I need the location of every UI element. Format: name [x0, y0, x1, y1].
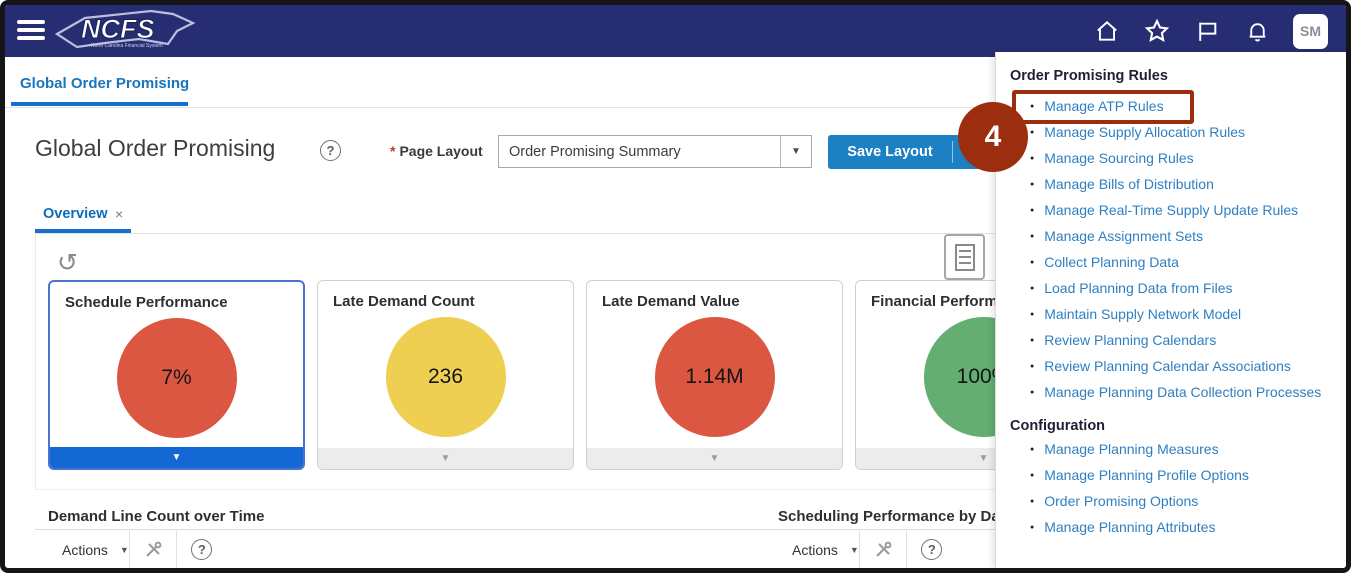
overview-panel-bottom-border	[35, 489, 995, 490]
save-layout-label: Save Layout	[847, 144, 933, 160]
section-title-scheduling-performance: Scheduling Performance by Date	[778, 508, 1014, 525]
global-header: NCFS North Carolina Financial System SM	[5, 5, 1346, 57]
infolet-schedule-performance[interactable]: Schedule Performance 7% ▼	[48, 280, 305, 470]
task-link-item: Load Planning Data from Files	[996, 275, 1346, 301]
link-load-planning-data-from-files[interactable]: Load Planning Data from Files	[1044, 280, 1233, 296]
caret-down-icon: ▼	[849, 544, 859, 555]
link-manage-real-time-supply-update-rules[interactable]: Manage Real-Time Supply Update Rules	[1044, 202, 1299, 218]
user-avatar[interactable]: SM	[1293, 13, 1328, 49]
infolet-expander[interactable]: ▼	[50, 447, 303, 468]
infolet-title: Schedule Performance	[65, 294, 228, 311]
page-layout-label: * Page Layout	[390, 143, 483, 159]
section-divider	[35, 529, 995, 530]
page-layout-value: Order Promising Summary	[509, 143, 681, 160]
task-link-item: Review Planning Calendars	[996, 327, 1346, 353]
home-icon[interactable]	[1093, 17, 1121, 45]
task-link-item: Manage Bills of Distribution	[996, 171, 1346, 197]
infolet-late-demand-count[interactable]: Late Demand Count 236 ▼	[317, 280, 574, 470]
task-link-item: Manage Planning Data Collection Processe…	[996, 379, 1346, 405]
task-link-item: Manage Assignment Sets	[996, 223, 1346, 249]
customize-tools-icon[interactable]	[860, 531, 906, 568]
overview-close-icon[interactable]: ×	[115, 206, 124, 222]
infolet-gauge: 236	[385, 317, 506, 437]
tabstrip-divider	[5, 107, 995, 108]
link-maintain-supply-network-model[interactable]: Maintain Supply Network Model	[1044, 306, 1242, 322]
task-link-item: Maintain Supply Network Model	[996, 301, 1346, 327]
logo-subtext: North Carolina Financial System	[91, 43, 163, 49]
section-help-icon[interactable]: ?	[907, 531, 957, 568]
section-title-demand-line-count: Demand Line Count over Time	[48, 508, 265, 525]
link-manage-planning-profile-options[interactable]: Manage Planning Profile Options	[1044, 467, 1249, 483]
toolbar-demand-line-count: Actions ▼ ?	[48, 531, 227, 568]
task-link-item: Collect Planning Data	[996, 249, 1346, 275]
link-manage-assignment-sets[interactable]: Manage Assignment Sets	[1044, 228, 1203, 244]
tab-global-order-promising[interactable]: Global Order Promising	[20, 75, 190, 92]
ncfs-logo: NCFS North Carolina Financial System	[51, 7, 201, 57]
notifications-bell-icon[interactable]	[1243, 17, 1271, 45]
toolbar-scheduling-performance: Actions ▼ ?	[778, 531, 957, 568]
navigator-menu-icon[interactable]	[17, 20, 45, 42]
infolet-title: Late Demand Count	[333, 293, 475, 310]
flag-announcements-icon[interactable]	[1193, 17, 1221, 45]
overview-active-indicator	[35, 229, 131, 233]
configuration-list: Manage Planning Measures Manage Planning…	[996, 436, 1346, 540]
link-manage-atp-rules[interactable]: Manage ATP Rules	[1044, 98, 1164, 114]
actions-menu-button[interactable]: Actions ▼	[62, 541, 129, 558]
overview-panel-border	[35, 233, 36, 489]
group-heading-configuration: Configuration	[1010, 418, 1106, 434]
link-manage-sourcing-rules[interactable]: Manage Sourcing Rules	[1044, 150, 1194, 166]
page-layout-select[interactable]: Order Promising Summary ▼	[498, 135, 812, 168]
order-promising-rules-list: Manage ATP Rules Manage Supply Allocatio…	[996, 93, 1346, 405]
infolet-title: Financial Performance	[871, 293, 1032, 310]
page-layout-document-icon[interactable]	[944, 234, 985, 280]
tasks-panel: Order Promising Rules Manage ATP Rules M…	[995, 52, 1346, 568]
overview-divider	[35, 233, 995, 234]
infolet-late-demand-value[interactable]: Late Demand Value 1.14M ▼	[586, 280, 843, 470]
link-manage-planning-data-collection-processes[interactable]: Manage Planning Data Collection Processe…	[1044, 384, 1322, 400]
tab-overview[interactable]: Overview	[43, 206, 108, 222]
tab-active-indicator	[11, 102, 188, 106]
link-manage-bills-of-distribution[interactable]: Manage Bills of Distribution	[1044, 176, 1214, 192]
infolet-expander[interactable]: ▼	[318, 448, 573, 469]
infolet-gauge: 7%	[116, 318, 237, 438]
annotation-step-badge: 4	[958, 102, 1028, 172]
customize-tools-icon[interactable]	[130, 531, 176, 568]
task-link-item: Manage Planning Profile Options	[996, 462, 1346, 488]
link-review-planning-calendar-associations[interactable]: Review Planning Calendar Associations	[1044, 358, 1291, 374]
task-link-item: Manage Sourcing Rules	[996, 145, 1346, 171]
page-title: Global Order Promising	[35, 135, 276, 161]
section-help-icon[interactable]: ?	[177, 531, 227, 568]
refresh-icon[interactable]: ↺	[57, 249, 78, 277]
infolet-gauge: 1.14M	[654, 317, 775, 437]
group-heading-order-promising-rules: Order Promising Rules	[1010, 68, 1168, 84]
page-help-icon[interactable]: ?	[320, 140, 341, 161]
caret-down-icon: ▼	[119, 544, 129, 555]
dropdown-arrow-icon[interactable]: ▼	[780, 136, 811, 167]
task-link-item: Manage Planning Measures	[996, 436, 1346, 462]
logo-text: NCFS	[81, 14, 155, 44]
actions-menu-button[interactable]: Actions ▼	[792, 541, 859, 558]
link-order-promising-options[interactable]: Order Promising Options	[1044, 493, 1199, 509]
task-link-item: Manage Supply Allocation Rules	[996, 119, 1346, 145]
task-link-item: Order Promising Options	[996, 488, 1346, 514]
infolet-title: Late Demand Value	[602, 293, 740, 310]
task-link-item: Manage ATP Rules	[996, 93, 1346, 119]
link-collect-planning-data[interactable]: Collect Planning Data	[1044, 254, 1179, 270]
link-manage-planning-measures[interactable]: Manage Planning Measures	[1044, 441, 1219, 457]
link-manage-planning-attributes[interactable]: Manage Planning Attributes	[1044, 519, 1216, 535]
required-marker: *	[390, 143, 396, 159]
button-divider	[952, 141, 953, 163]
infolet-expander[interactable]: ▼	[587, 448, 842, 469]
task-link-item: Manage Real-Time Supply Update Rules	[996, 197, 1346, 223]
favorites-star-icon[interactable]	[1143, 17, 1171, 45]
link-manage-supply-allocation-rules[interactable]: Manage Supply Allocation Rules	[1044, 124, 1246, 140]
link-review-planning-calendars[interactable]: Review Planning Calendars	[1044, 332, 1217, 348]
task-link-item: Review Planning Calendar Associations	[996, 353, 1346, 379]
task-link-item: Manage Planning Attributes	[996, 514, 1346, 540]
